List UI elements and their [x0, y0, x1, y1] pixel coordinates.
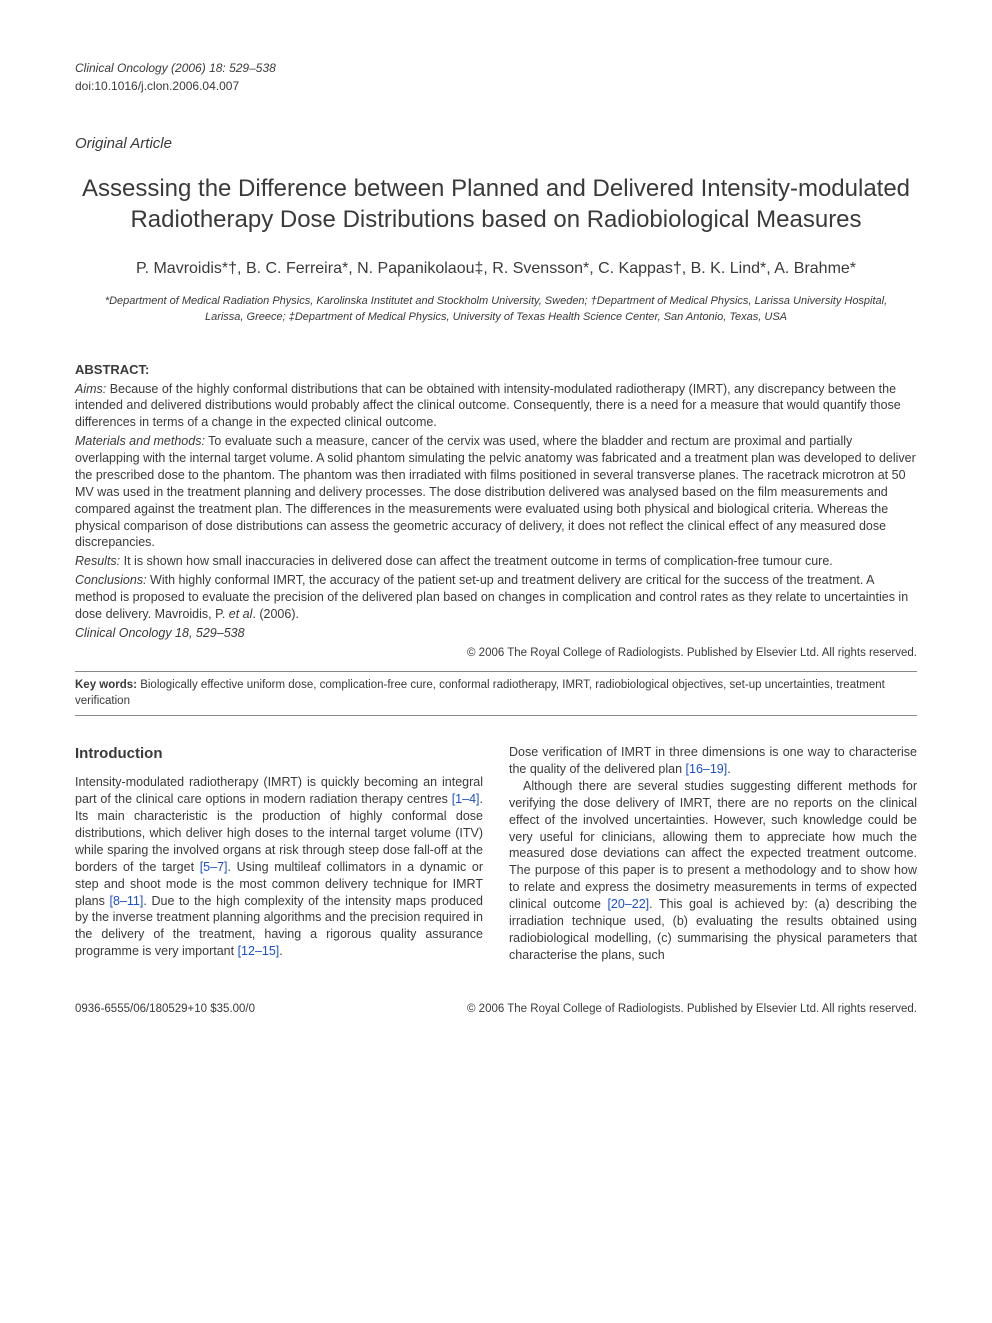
citation-link[interactable]: [5–7]	[200, 860, 228, 874]
intro-para-2: Dose verification of IMRT in three dimen…	[509, 744, 917, 778]
footer-right: © 2006 The Royal College of Radiologists…	[467, 1002, 917, 1018]
abstract-heading: ABSTRACT:	[75, 361, 917, 379]
intro-para-3: Although there are several studies sugge…	[509, 778, 917, 964]
author-list: P. Mavroidis*†, B. C. Ferreira*, N. Papa…	[75, 257, 917, 280]
affiliations: *Department of Medical Radiation Physics…	[75, 294, 917, 325]
abstract-conclusions-text-a: With highly conformal IMRT, the accuracy…	[75, 573, 908, 621]
journal-header: Clinical Oncology (2006) 18: 529–538	[75, 60, 917, 76]
abstract-methods-text: To evaluate such a measure, cancer of th…	[75, 434, 916, 549]
abstract-results: Results: It is shown how small inaccurac…	[75, 553, 917, 570]
abstract-conclusions-label: Conclusions:	[75, 573, 147, 587]
keywords-text: Biologically effective uniform dose, com…	[75, 679, 885, 707]
intro-text-3a: Although there are several studies sugge…	[509, 779, 917, 911]
article-title: Assessing the Difference between Planned…	[75, 173, 917, 235]
abstract-methods: Materials and methods: To evaluate such …	[75, 433, 917, 551]
abstract-aims: Aims: Because of the highly conformal di…	[75, 381, 917, 432]
abstract-aims-text: Because of the highly conformal distribu…	[75, 382, 901, 430]
doi-line: doi:10.1016/j.clon.2006.04.007	[75, 78, 917, 94]
column-right: Dose verification of IMRT in three dimen…	[509, 744, 917, 963]
citation-link[interactable]: [12–15]	[238, 944, 280, 958]
abstract-results-text: It is shown how small inaccuracies in de…	[120, 554, 833, 568]
abstract-results-label: Results:	[75, 554, 120, 568]
citation-link[interactable]: [16–19]	[686, 762, 728, 776]
body-columns: Introduction Intensity-modulated radioth…	[75, 744, 917, 963]
intro-text-1e: .	[279, 944, 282, 958]
abstract-methods-label: Materials and methods:	[75, 434, 205, 448]
abstract-copyright: © 2006 The Royal College of Radiologists…	[75, 646, 917, 662]
intro-text-1a: Intensity-modulated radiotherapy (IMRT) …	[75, 775, 483, 806]
keywords-block: Key words: Biologically effective unifor…	[75, 671, 917, 716]
intro-para-1: Intensity-modulated radiotherapy (IMRT) …	[75, 774, 483, 960]
citation-link[interactable]: [1–4]	[452, 792, 480, 806]
keywords-label: Key words:	[75, 679, 137, 691]
citation-link[interactable]: [8–11]	[110, 894, 144, 908]
article-type: Original Article	[75, 134, 917, 154]
abstract-aims-label: Aims:	[75, 382, 106, 396]
abstract-conclusions-text-c: . (2006).	[252, 607, 299, 621]
page-footer: 0936-6555/06/180529+10 $35.00/0 © 2006 T…	[75, 1002, 917, 1018]
intro-text-2b: .	[727, 762, 730, 776]
footer-left: 0936-6555/06/180529+10 $35.00/0	[75, 1002, 255, 1018]
column-left: Introduction Intensity-modulated radioth…	[75, 744, 483, 963]
abstract-conclusions-etal: et al	[229, 607, 253, 621]
abstract-journal-ref: Clinical Oncology 18, 529–538	[75, 625, 917, 642]
citation-link[interactable]: [20–22]	[607, 897, 649, 911]
introduction-heading: Introduction	[75, 744, 483, 764]
abstract-conclusions: Conclusions: With highly conformal IMRT,…	[75, 572, 917, 623]
